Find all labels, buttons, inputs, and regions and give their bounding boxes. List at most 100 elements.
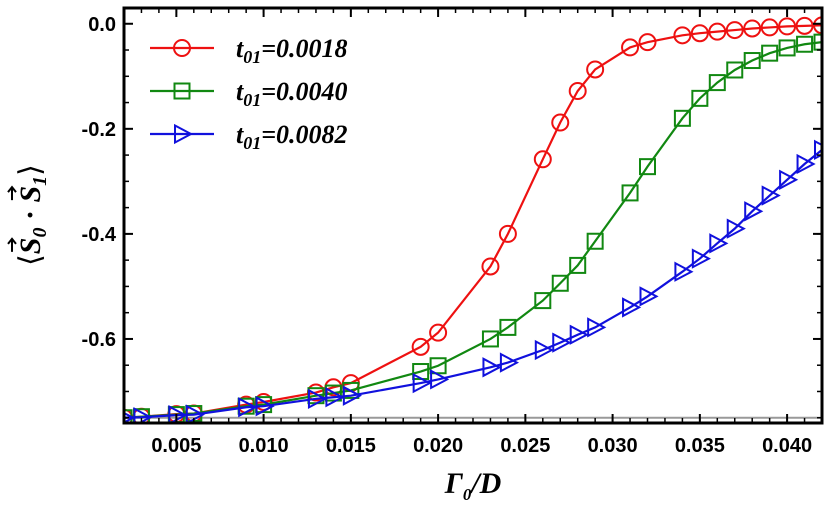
data-point bbox=[238, 397, 258, 418]
y-tick-label: -0.2 bbox=[82, 119, 116, 141]
legend-marker bbox=[174, 123, 194, 145]
x-tick-label: 0.010 bbox=[239, 435, 289, 457]
data-point bbox=[725, 21, 744, 40]
x-tick-label: 0.015 bbox=[326, 435, 376, 457]
data-point bbox=[551, 113, 570, 132]
data-point bbox=[638, 33, 657, 52]
data-point bbox=[761, 185, 781, 206]
plot-frame bbox=[122, 6, 824, 425]
series-layer bbox=[124, 16, 822, 423]
data-point bbox=[760, 18, 779, 37]
data-point bbox=[325, 387, 345, 408]
data-point bbox=[691, 89, 709, 107]
data-point bbox=[813, 33, 822, 51]
data-point bbox=[482, 357, 502, 378]
data-point bbox=[726, 61, 744, 79]
data-point bbox=[587, 317, 607, 338]
data-point bbox=[569, 256, 587, 274]
data-point bbox=[778, 39, 796, 57]
legend-item: t01=0.0040 bbox=[150, 77, 348, 110]
data-point bbox=[674, 261, 694, 282]
legend-label: t01=0.0082 bbox=[236, 120, 348, 153]
data-point bbox=[691, 248, 711, 269]
data-point bbox=[709, 233, 729, 254]
data-point bbox=[533, 150, 552, 169]
x-tick-label: 0.020 bbox=[413, 435, 463, 457]
data-point bbox=[621, 184, 639, 202]
data-point bbox=[481, 330, 499, 348]
legend-item: t01=0.0018 bbox=[150, 34, 348, 67]
x-tick-label: 0.040 bbox=[762, 435, 812, 457]
legend-label: t01=0.0018 bbox=[236, 34, 348, 67]
data-point bbox=[499, 352, 520, 373]
legend-item: t01=0.0082 bbox=[150, 120, 348, 153]
data-point bbox=[429, 323, 448, 342]
x-tick-label: 0.025 bbox=[500, 435, 550, 457]
data-point bbox=[499, 318, 517, 336]
x-tick-label: 0.035 bbox=[675, 435, 725, 457]
data-point bbox=[481, 257, 500, 276]
data-point bbox=[342, 385, 362, 406]
data-point bbox=[795, 16, 814, 35]
data-point bbox=[743, 52, 761, 70]
data-point bbox=[307, 388, 328, 409]
y-tick-label: -0.6 bbox=[82, 329, 116, 351]
data-point bbox=[255, 396, 275, 417]
vector-arrow-head bbox=[7, 185, 17, 193]
series-line bbox=[124, 41, 822, 419]
series-2 bbox=[124, 33, 822, 423]
data-point bbox=[534, 292, 552, 310]
legend-marker bbox=[173, 39, 191, 57]
data-point bbox=[133, 407, 153, 423]
data-point bbox=[708, 22, 727, 41]
data-point bbox=[534, 339, 554, 361]
data-point bbox=[429, 357, 447, 375]
data-point bbox=[586, 232, 604, 250]
data-point bbox=[814, 139, 822, 160]
y-tick-label: -0.4 bbox=[82, 224, 117, 246]
vector-arrows bbox=[7, 185, 17, 252]
ticks-layer: 0.005 0.010 0.015 0.020 0.025 0.030 0.035 0.040… bbox=[82, 8, 823, 457]
data-point bbox=[761, 44, 779, 62]
data-point bbox=[498, 224, 517, 243]
data-point bbox=[779, 169, 799, 190]
data-point bbox=[690, 24, 709, 43]
legend: t01=0.0018 t01=0.0040 t01=0.0082 bbox=[150, 34, 348, 153]
series-line bbox=[124, 148, 822, 419]
data-point bbox=[552, 332, 572, 353]
data-point bbox=[673, 26, 692, 45]
data-point bbox=[622, 297, 642, 318]
data-point bbox=[796, 153, 816, 175]
y-axis-label: ⟨S0 · S1⟩ bbox=[14, 164, 51, 266]
data-point bbox=[778, 17, 797, 36]
data-point bbox=[621, 38, 640, 57]
svg-text:⟨S0 · S1⟩: ⟨S0 · S1⟩ bbox=[14, 164, 51, 266]
data-point bbox=[568, 82, 587, 100]
data-point bbox=[412, 372, 432, 394]
data-point bbox=[708, 74, 726, 92]
series-line bbox=[124, 24, 822, 419]
data-point bbox=[551, 274, 569, 292]
legend-label: t01=0.0040 bbox=[236, 77, 348, 110]
x-axis-label: Γ0/D bbox=[444, 467, 502, 504]
data-point bbox=[185, 404, 205, 423]
series-3 bbox=[124, 139, 822, 423]
legend-marker bbox=[173, 82, 191, 100]
data-point bbox=[411, 337, 430, 356]
data-point bbox=[430, 369, 450, 390]
data-point bbox=[726, 218, 746, 239]
data-point bbox=[639, 158, 656, 176]
data-point bbox=[796, 35, 814, 53]
data-point bbox=[743, 19, 762, 38]
data-point bbox=[586, 60, 605, 79]
vector-arrow-head bbox=[7, 237, 17, 245]
y-tick-label: 0.0 bbox=[88, 14, 116, 36]
data-point bbox=[744, 201, 764, 222]
data-point bbox=[673, 109, 691, 127]
x-tick-label: 0.030 bbox=[588, 435, 638, 457]
data-point bbox=[569, 324, 589, 345]
data-point bbox=[813, 16, 822, 35]
data-point bbox=[639, 286, 659, 307]
x-tick-label: 0.005 bbox=[151, 435, 201, 457]
